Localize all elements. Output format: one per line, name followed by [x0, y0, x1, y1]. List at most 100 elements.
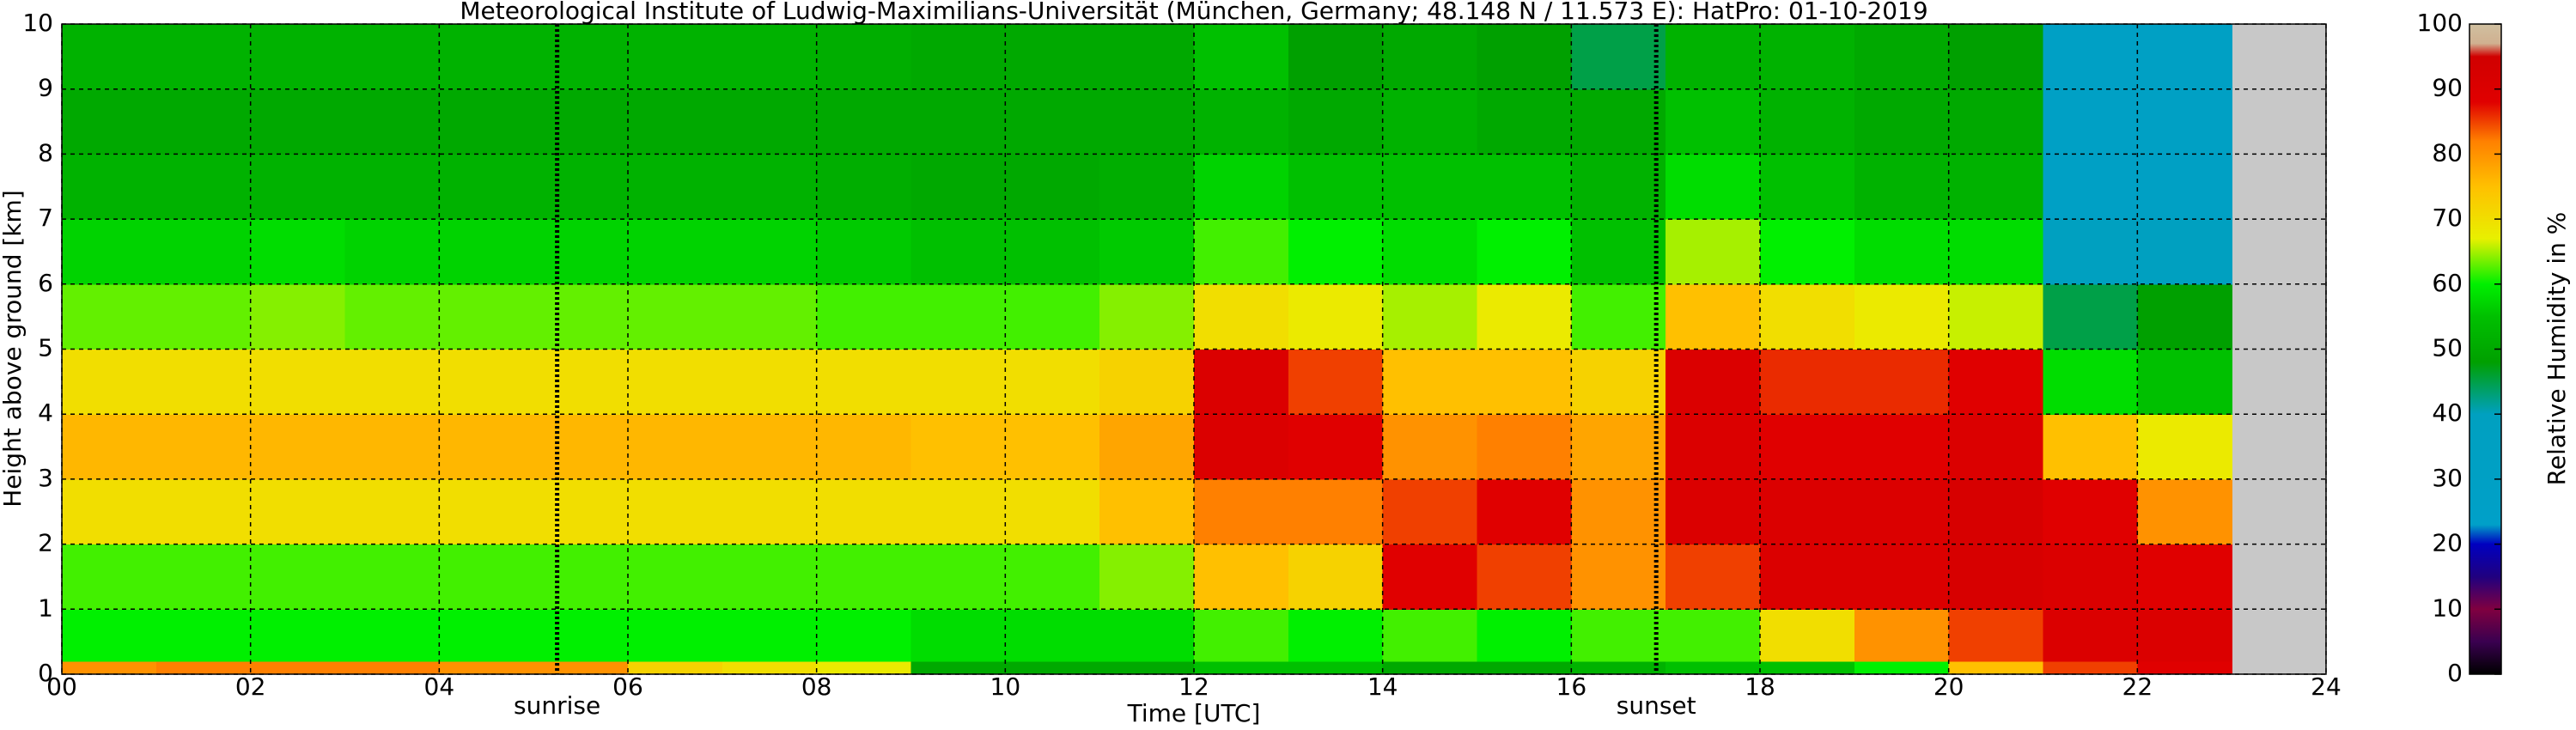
heatmap-cell: [1666, 544, 1761, 610]
heatmap-cell: [1099, 219, 1195, 285]
heatmap-cell: [628, 283, 723, 350]
y-tick-label: 10: [22, 9, 53, 37]
heatmap-cell: [1005, 88, 1100, 155]
heatmap-cell: [344, 414, 440, 480]
heatmap-cell: [1005, 154, 1100, 220]
heatmap-cell: [1099, 349, 1195, 415]
heatmap-cell: [1382, 24, 1478, 90]
heatmap-cell: [816, 544, 912, 610]
heatmap-cell: [910, 349, 1006, 415]
heatmap-cell: [722, 219, 818, 285]
colorbar-tick-label: 100: [2417, 9, 2463, 37]
heatmap-cell: [1194, 219, 1289, 285]
heatmap-cell: [910, 154, 1006, 220]
heatmap-cell: [722, 88, 818, 155]
chart-title: Meteorological Institute of Ludwig-Maxim…: [460, 0, 1927, 25]
heatmap-cell: [722, 414, 818, 480]
heatmap-cell: [533, 544, 629, 610]
heatmap-cell: [1382, 283, 1478, 350]
heatmap-cell: [628, 219, 723, 285]
heatmap-cell: [1005, 24, 1100, 90]
heatmap-cell: [2137, 154, 2232, 220]
heatmap-cell: [1005, 609, 1100, 662]
heatmap-cell: [1666, 219, 1761, 285]
heatmap-cell: [910, 88, 1006, 155]
heatmap-cell: [1948, 219, 2044, 285]
heatmap-cell: [2137, 660, 2232, 675]
heatmap-cell: [439, 283, 534, 350]
heatmap-cell: [1477, 349, 1572, 415]
heatmap-cell: [533, 609, 629, 662]
colorbar-tick-label: 60: [2432, 269, 2463, 297]
colorbar-tick-label: 40: [2432, 398, 2463, 427]
heatmap-cell: [1760, 478, 1855, 545]
heatmap-cell: [533, 88, 629, 155]
heatmap-cell: [1666, 660, 1761, 675]
heatmap-cell: [2137, 478, 2232, 545]
heatmap-cell: [1760, 88, 1855, 155]
heatmap-cell: [722, 478, 818, 545]
heatmap-cell: [1760, 24, 1855, 90]
heatmap-cell: [1571, 283, 1666, 350]
heatmap-cell: [1099, 283, 1195, 350]
heatmap-cell: [2137, 349, 2232, 415]
heatmap-cell: [1854, 349, 1950, 415]
heatmap-cell: [344, 219, 440, 285]
heatmap-cell: [1760, 414, 1855, 480]
heatmap-cell: [2043, 660, 2138, 675]
heatmap-cell: [1477, 544, 1572, 610]
heatmap-cell: [1948, 283, 2044, 350]
heatmap-cell: [1382, 349, 1478, 415]
heatmap-cell: [1571, 219, 1666, 285]
heatmap-cell: [628, 660, 723, 675]
heatmap-cell: [1854, 414, 1950, 480]
heatmap-cell: [628, 88, 723, 155]
heatmap-cell: [439, 609, 534, 662]
heatmap-cell: [1948, 609, 2044, 662]
heatmap-cell: [1571, 478, 1666, 545]
heatmap-cell: [1288, 544, 1384, 610]
heatmap-cell: [1099, 154, 1195, 220]
heatmap-cell: [1382, 478, 1478, 545]
heatmap-cell: [533, 154, 629, 220]
heatmap-cell: [344, 88, 440, 155]
heatmap-cell: [1854, 88, 1950, 155]
heatmap-cell: [2137, 88, 2232, 155]
x-tick-label: 20: [1934, 672, 1964, 701]
colorbar-label: Relative Humidity in %: [2543, 212, 2571, 486]
x-tick-label: 16: [1556, 672, 1587, 701]
heatmap-cell: [1854, 219, 1950, 285]
heatmap-cell: [1760, 544, 1855, 610]
heatmap-cell: [344, 154, 440, 220]
heatmap-cell: [1288, 88, 1384, 155]
heatmap-cell: [910, 609, 1006, 662]
heatmap-cell: [155, 24, 252, 90]
heatmap-cell: [533, 219, 629, 285]
heatmap-cell: [1099, 478, 1195, 545]
heatmap-cell: [1288, 154, 1384, 220]
heatmap-cell: [2043, 219, 2138, 285]
heatmap-cell: [1760, 349, 1855, 415]
heatmap-cell: [2137, 414, 2232, 480]
heatmap-cell: [1099, 660, 1195, 675]
heatmap-cell: [1005, 349, 1100, 415]
heatmap-cell: [1288, 283, 1384, 350]
heatmap-cell: [722, 660, 818, 675]
heatmap-cell: [1288, 219, 1384, 285]
heatmap-cell: [816, 660, 912, 675]
heatmap-cell: [155, 283, 252, 350]
heatmap-cell: [816, 24, 912, 90]
x-tick-label: 08: [801, 672, 832, 701]
x-tick-label: 22: [2122, 672, 2153, 701]
heatmap-cell: [1288, 478, 1384, 545]
heatmap-cell: [155, 349, 252, 415]
heatmap-cell: [250, 154, 346, 220]
y-tick-label: 1: [38, 593, 53, 622]
colorbar-tick-label: 30: [2432, 464, 2463, 492]
colorbar-tick-label: 90: [2432, 74, 2463, 102]
heatmap-cell: [628, 24, 723, 90]
heatmap-cell: [344, 660, 440, 675]
heatmap-cell: [1194, 24, 1289, 90]
y-tick-label: 6: [38, 269, 53, 297]
heatmap-cell: [533, 283, 629, 350]
